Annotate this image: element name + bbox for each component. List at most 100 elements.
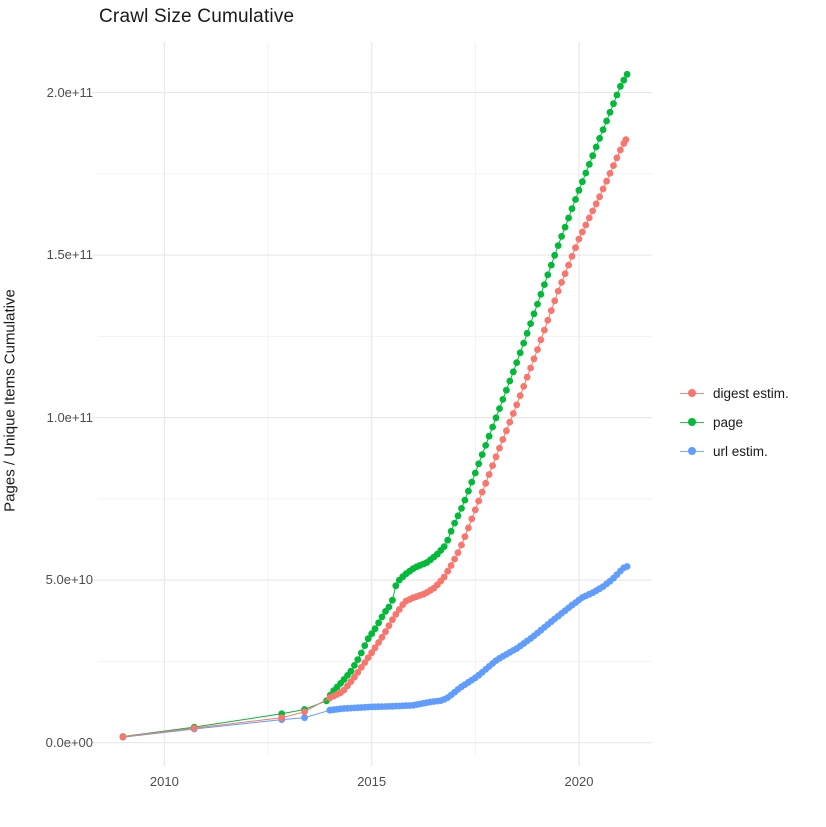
data-point: [520, 383, 528, 390]
data-point: [565, 261, 572, 269]
data-point: [485, 432, 493, 440]
data-point: [119, 733, 127, 741]
x-tick-label: 2020: [564, 774, 594, 789]
y-tick-label: 2.0e+11: [46, 84, 93, 100]
data-point: [551, 297, 559, 305]
data-point: [385, 622, 393, 630]
data-point: [575, 235, 583, 243]
data-point: [447, 562, 455, 569]
data-point: [465, 524, 472, 532]
series-points-digest-estim: [119, 136, 630, 741]
data-point: [541, 326, 548, 334]
data-point: [582, 221, 590, 229]
data-point: [444, 536, 452, 544]
legend-point-swatch: [688, 447, 696, 455]
data-point: [385, 603, 393, 611]
data-point: [520, 339, 528, 347]
data-point: [492, 414, 500, 422]
data-point: [572, 196, 579, 203]
data-point: [579, 178, 586, 186]
data-point: [454, 549, 462, 556]
data-point: [503, 386, 510, 394]
x-tick-label: 2010: [149, 774, 179, 789]
data-point: [361, 642, 369, 649]
data-point: [482, 479, 490, 487]
data-point: [568, 205, 576, 213]
data-point: [475, 460, 483, 468]
data-point: [461, 496, 469, 504]
data-point: [444, 567, 452, 575]
data-point: [368, 630, 376, 638]
data-point: [544, 271, 552, 279]
data-point: [547, 261, 555, 269]
data-point: [561, 270, 569, 278]
data-point: [585, 214, 593, 222]
data-point: [392, 582, 400, 590]
data-point: [357, 664, 365, 671]
legend-item: url estim.: [680, 437, 789, 466]
series-line-url-estim: [122, 566, 628, 738]
data-point: [458, 505, 465, 512]
legend-label: digest estim.: [713, 386, 789, 401]
data-point: [485, 471, 493, 478]
data-point: [301, 714, 308, 722]
data-point: [392, 611, 400, 618]
data-point: [544, 316, 552, 324]
data-point: [558, 279, 565, 286]
data-point: [527, 364, 534, 372]
chart-title: Crawl Size Cumulative: [99, 6, 295, 27]
data-point: [389, 596, 396, 604]
data-point: [603, 177, 610, 185]
data-point: [622, 136, 630, 144]
data-point: [534, 300, 541, 308]
data-point: [516, 349, 524, 357]
data-point: [534, 346, 541, 353]
data-point: [489, 462, 496, 469]
data-point: [558, 233, 565, 240]
y-tick-label: 5.0e+10: [45, 572, 93, 588]
data-point: [579, 228, 586, 236]
data-point: [375, 619, 382, 627]
data-point: [506, 418, 514, 426]
data-point: [589, 207, 597, 215]
data-point: [509, 368, 517, 376]
data-point: [471, 506, 479, 514]
data-point: [582, 169, 590, 177]
data-point: [378, 633, 386, 641]
data-point: [572, 244, 579, 252]
legend-point-swatch: [688, 389, 696, 397]
data-point: [447, 527, 455, 535]
data-point: [596, 193, 603, 201]
data-point: [592, 200, 600, 208]
data-point: [468, 515, 476, 523]
data-point: [465, 487, 472, 495]
data-point: [530, 310, 538, 318]
data-point: [378, 613, 386, 621]
data-point: [617, 82, 624, 90]
data-point: [347, 667, 355, 675]
data-point: [454, 512, 462, 520]
data-point: [523, 373, 531, 381]
data-point: [371, 644, 379, 652]
data-point: [371, 625, 379, 633]
data-point: [351, 673, 358, 681]
data-point: [468, 478, 476, 486]
data-point: [492, 453, 500, 461]
data-point: [354, 656, 362, 663]
y-tick-label: 1.0e+11: [46, 409, 93, 425]
data-point: [451, 519, 458, 527]
data-point: [451, 555, 458, 563]
data-point: [589, 152, 597, 160]
data-point: [440, 573, 448, 581]
data-point: [506, 377, 514, 385]
data-point: [503, 427, 510, 435]
data-point: [482, 442, 490, 449]
y-axis-title: Pages / Unique Items Cumulative: [1, 289, 19, 512]
data-point: [351, 662, 358, 669]
data-point: [565, 214, 572, 222]
data-point: [461, 533, 469, 540]
data-point: [509, 410, 517, 417]
data-point: [496, 444, 503, 452]
data-point: [554, 287, 562, 295]
